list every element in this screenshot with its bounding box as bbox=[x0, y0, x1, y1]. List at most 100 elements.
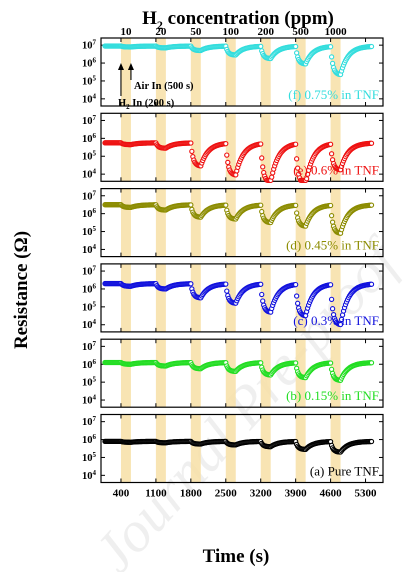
panel-4: 104 105 106 107 (c) 0.3% in TNF bbox=[82, 263, 384, 333]
y-tick-label: 107 bbox=[82, 114, 97, 127]
data-point bbox=[269, 174, 275, 180]
panel-frame bbox=[100, 112, 384, 182]
h2-pulse-band bbox=[330, 339, 341, 408]
data-point bbox=[328, 54, 335, 60]
h2-pulse-band bbox=[190, 339, 201, 408]
h2-pulse-band bbox=[120, 414, 131, 483]
panel-frame bbox=[100, 37, 384, 107]
x-axis-label: Time (s) bbox=[203, 546, 270, 567]
panel-frame bbox=[100, 263, 384, 333]
panel-frame bbox=[100, 188, 384, 258]
h2-pulse-band bbox=[120, 339, 131, 408]
h2-pulse-band bbox=[260, 263, 271, 332]
h2-pulse-band bbox=[225, 188, 236, 257]
panel-3: 104 105 106 107 (d) 0.45% in TNF bbox=[82, 188, 384, 258]
h2-pulse-band bbox=[120, 38, 131, 106]
concentration-label: 20 bbox=[155, 26, 167, 38]
data-point bbox=[368, 360, 375, 366]
series-label: (d) 0.45% in TNF bbox=[286, 238, 379, 253]
data-point bbox=[223, 202, 229, 208]
data-point bbox=[329, 306, 336, 312]
h2-pulse-band bbox=[225, 414, 236, 483]
concentration-label: 10 bbox=[120, 26, 132, 38]
data-point bbox=[259, 291, 265, 298]
h2-pulse-band bbox=[155, 38, 166, 106]
data-point bbox=[224, 288, 230, 294]
data-point bbox=[294, 210, 300, 216]
panel-frame bbox=[100, 413, 384, 484]
data-point bbox=[368, 140, 375, 146]
y-tick-label: 107 bbox=[82, 415, 97, 428]
h2-pulse-band bbox=[155, 414, 166, 483]
y-tick-label: 105 bbox=[82, 150, 97, 163]
data-point bbox=[327, 44, 334, 50]
h2-pulse-band bbox=[190, 113, 201, 182]
h2-pulse-band bbox=[330, 263, 341, 332]
data-point bbox=[294, 293, 300, 299]
x-tick-label: 3200 bbox=[250, 488, 273, 500]
data-point bbox=[368, 202, 375, 208]
y-tick-label: 107 bbox=[82, 189, 97, 202]
y-tick-label: 105 bbox=[82, 300, 97, 313]
data-point bbox=[294, 156, 300, 162]
air-in-label: Air In (500 s) bbox=[134, 81, 194, 92]
h2-in-label: H2 In (200 s) bbox=[118, 98, 175, 111]
h2-pulse-band bbox=[225, 113, 236, 182]
series-label: (a) Pure TNF bbox=[310, 464, 379, 479]
h2-pulse-band bbox=[120, 188, 131, 257]
data-point bbox=[327, 360, 334, 366]
data-point bbox=[293, 281, 299, 288]
h2-pulse-band bbox=[295, 38, 306, 106]
y-tick-label: 107 bbox=[82, 39, 97, 52]
h2-pulse-band bbox=[155, 188, 166, 257]
y-tick-label: 104 bbox=[82, 243, 97, 256]
data-point bbox=[188, 281, 194, 287]
h2-pulse-band bbox=[190, 414, 201, 483]
data-point bbox=[225, 159, 231, 166]
y-tick-label: 104 bbox=[82, 318, 97, 331]
data-point bbox=[258, 141, 264, 147]
data-point bbox=[293, 141, 299, 147]
data-point bbox=[189, 148, 195, 154]
air-in-arrowhead bbox=[127, 63, 134, 70]
y-tick-label: 106 bbox=[82, 132, 97, 145]
series-label: (c) 0.3% in TNF bbox=[293, 313, 379, 328]
data-point bbox=[368, 438, 375, 445]
data-point bbox=[293, 360, 299, 366]
y-tick-label: 106 bbox=[82, 282, 97, 295]
y-tick-label: 106 bbox=[82, 358, 97, 371]
panel-frame bbox=[100, 338, 384, 408]
data-point bbox=[328, 296, 335, 303]
series-label: (b) 0.15% in TNF bbox=[286, 388, 379, 403]
x-tick-label: 1100 bbox=[145, 488, 167, 500]
data-point bbox=[329, 60, 336, 67]
y-tick-label: 107 bbox=[82, 265, 97, 278]
h2-pulse-band bbox=[330, 113, 341, 182]
data-point bbox=[368, 43, 375, 50]
h2-pulse-band bbox=[120, 263, 131, 332]
h2-pulse-band bbox=[295, 263, 306, 332]
concentration-label: 200 bbox=[257, 26, 274, 38]
data-point bbox=[258, 202, 264, 208]
data-point bbox=[328, 212, 335, 219]
panel-5: 104 105 106 107 (b) 0.15% in TNF bbox=[82, 338, 384, 408]
data-point bbox=[368, 281, 375, 287]
plot-area: 104 105 106 107 (f) 0.75% in TNF 104 105 106 107… bbox=[82, 26, 384, 500]
panel-1: 104 105 106 107 (f) 0.75% in TNF bbox=[82, 37, 384, 107]
h2-pulse-band bbox=[260, 113, 271, 182]
y-tick-label: 104 bbox=[82, 394, 97, 407]
data-point bbox=[329, 219, 336, 225]
data-point bbox=[223, 281, 229, 287]
y-tick-label: 105 bbox=[82, 451, 97, 464]
data-point bbox=[258, 43, 264, 50]
data-point bbox=[327, 282, 334, 288]
y-tick-label: 107 bbox=[82, 340, 97, 353]
h2-pulse-band bbox=[330, 188, 341, 257]
data-point bbox=[223, 140, 229, 147]
y-tick-label: 106 bbox=[82, 433, 97, 446]
data-point bbox=[295, 300, 301, 306]
x-tick-label: 2500 bbox=[215, 488, 238, 500]
h2-pulse-band bbox=[190, 38, 201, 106]
data-point bbox=[188, 140, 194, 146]
